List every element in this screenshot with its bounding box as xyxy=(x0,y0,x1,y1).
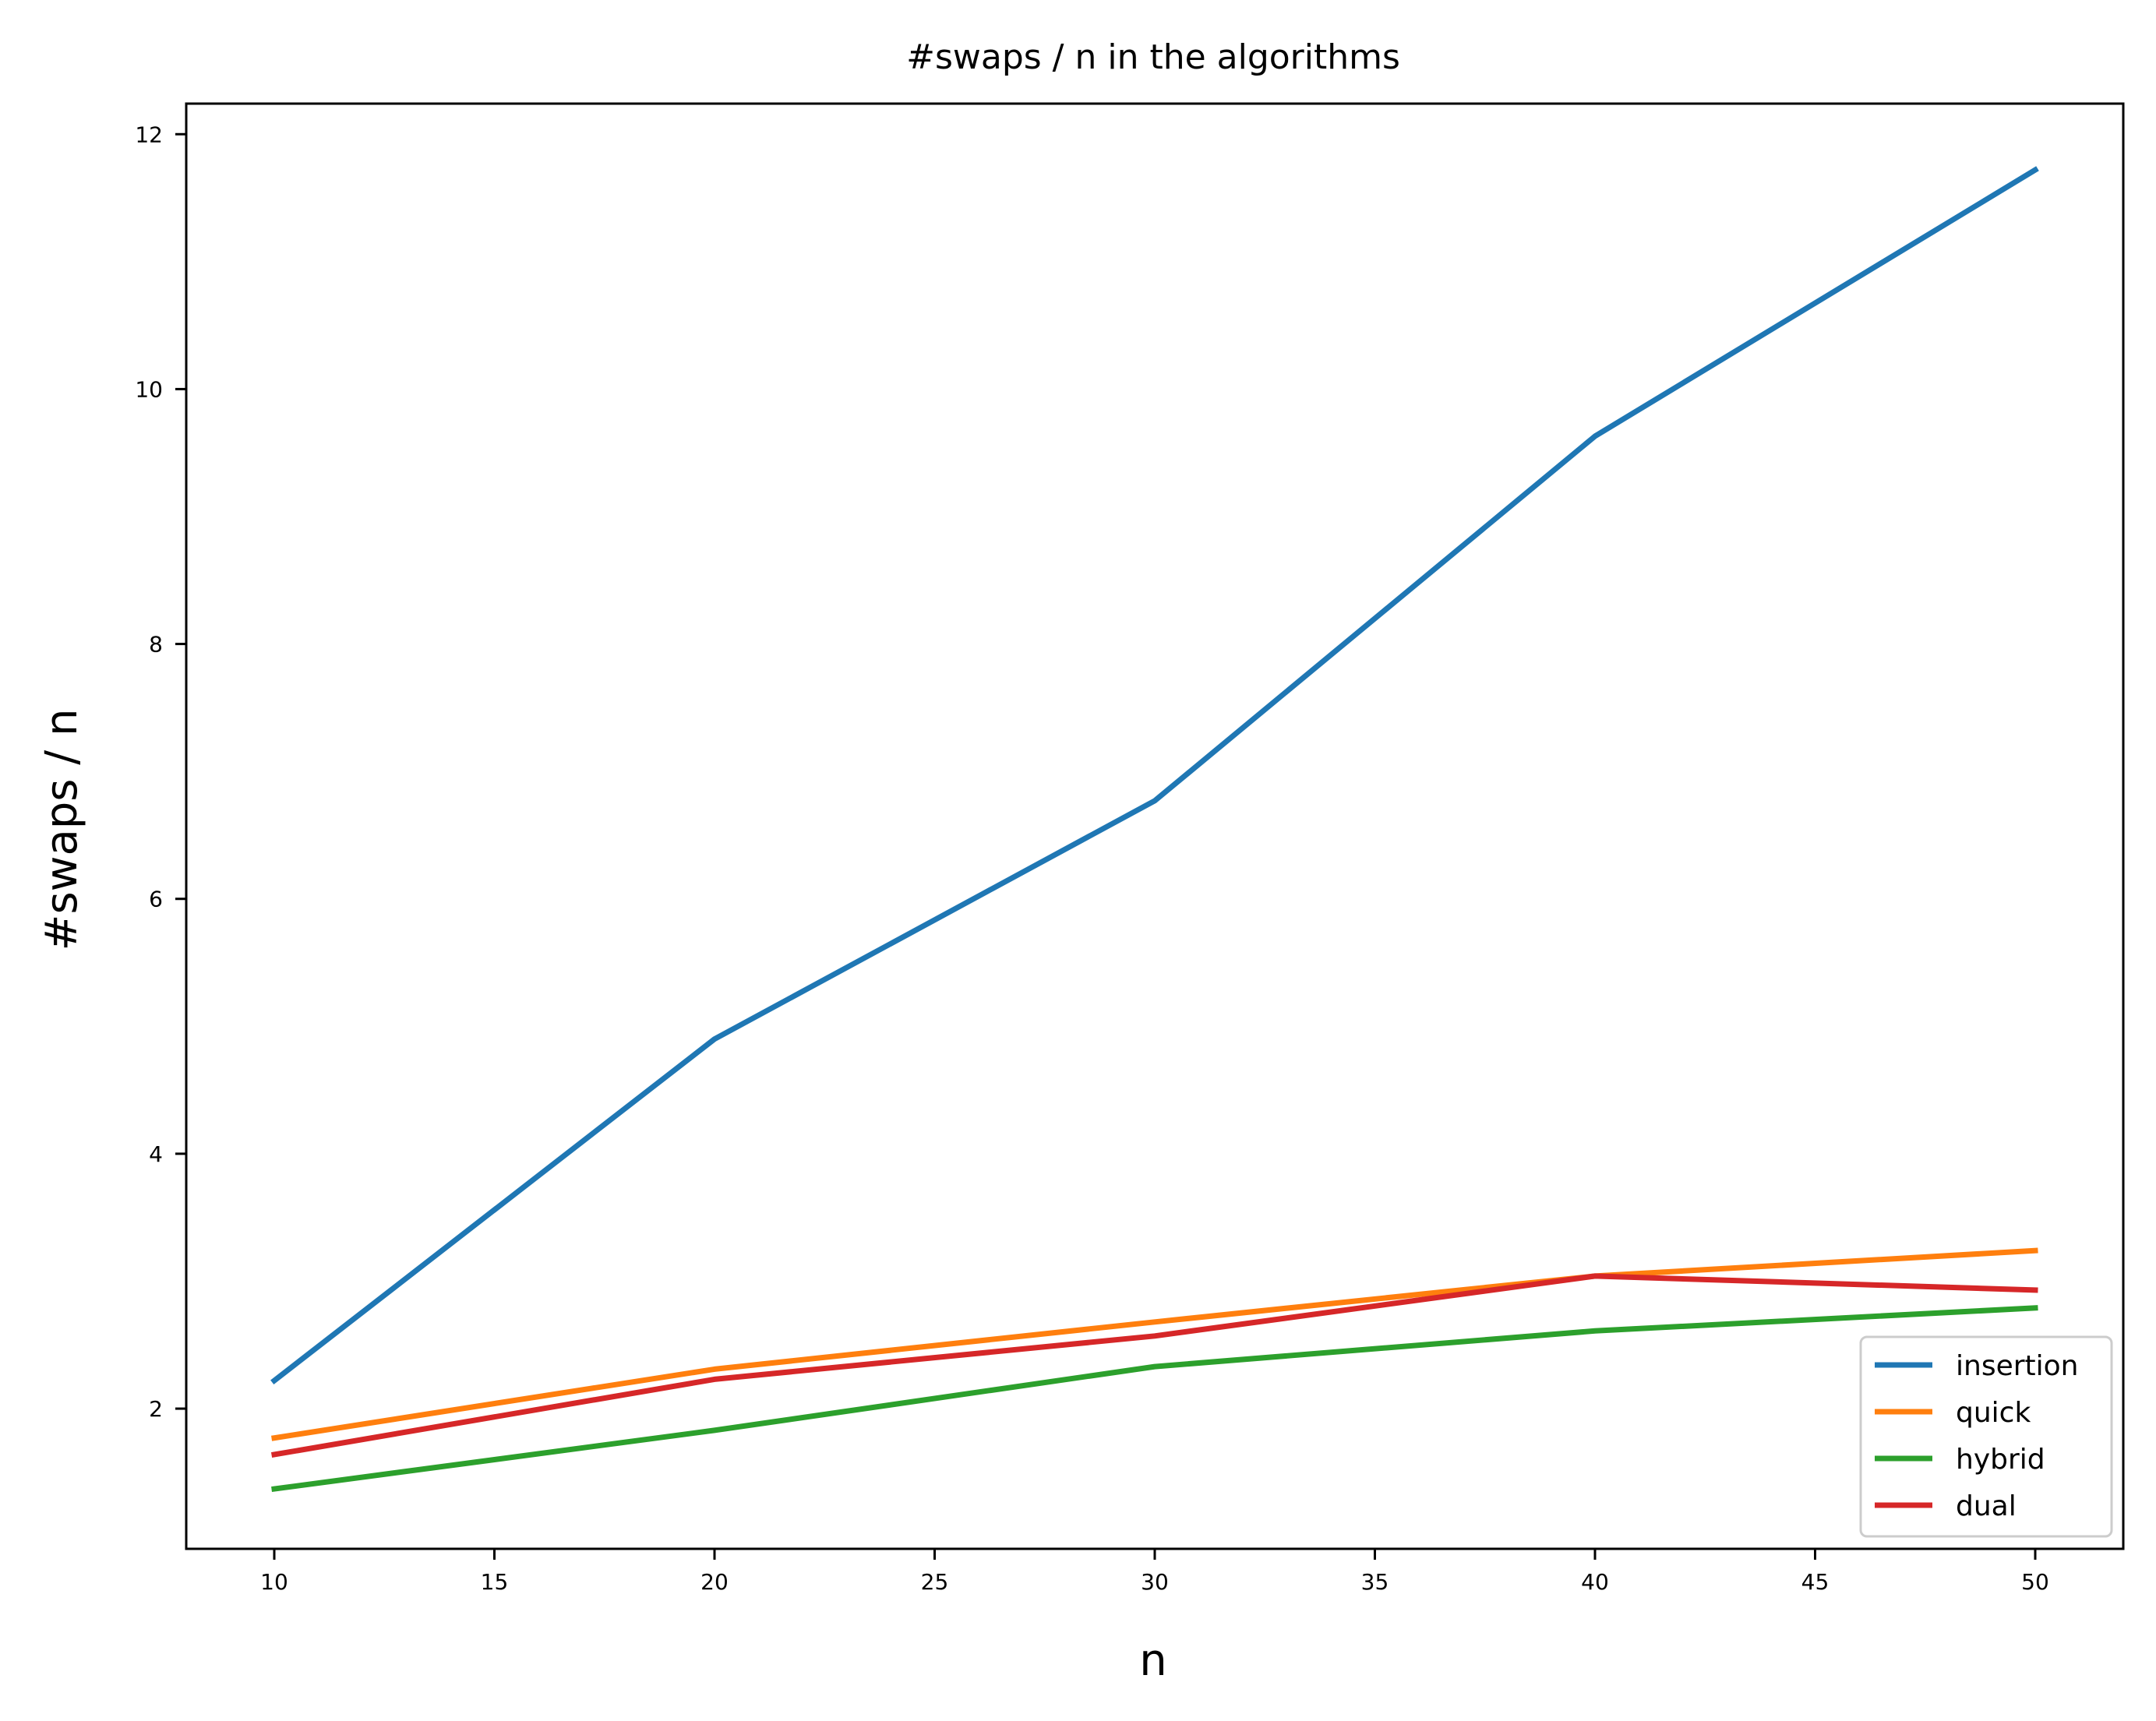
y-tick-label: 8 xyxy=(149,632,163,658)
series-line-hybrid xyxy=(271,1305,2038,1493)
legend-label-quick: quick xyxy=(1956,1397,2031,1429)
series-line-dual xyxy=(270,1273,2038,1458)
y-axis: 2 4 6 8 10 12 xyxy=(135,122,186,1422)
plot-area xyxy=(185,102,2125,1550)
x-axis-label: n xyxy=(1139,1635,1167,1686)
x-tick-label: 10 xyxy=(260,1569,288,1595)
x-tick-label: 40 xyxy=(1581,1569,1609,1595)
y-tick-label: 12 xyxy=(135,122,163,147)
series-line-quick xyxy=(271,1247,2038,1441)
y-tick-label: 4 xyxy=(149,1141,163,1167)
x-tick-label: 35 xyxy=(1361,1569,1389,1595)
legend-label-dual: dual xyxy=(1956,1490,2017,1522)
legend: insertion quick hybrid dual xyxy=(1859,1335,2113,1538)
plot-frame xyxy=(185,102,2125,1550)
x-tick-label: 20 xyxy=(700,1569,729,1595)
y-tick-label: 6 xyxy=(149,887,163,912)
series-lines xyxy=(270,166,2039,1493)
y-axis-label: #swaps / n xyxy=(37,709,87,951)
legend-label-hybrid: hybrid xyxy=(1956,1444,2045,1476)
x-axis: 10 15 20 25 30 35 40 45 50 xyxy=(260,1549,2049,1595)
x-tick-label: 15 xyxy=(481,1569,509,1595)
legend-label-insertion: insertion xyxy=(1956,1350,2078,1382)
legend-box xyxy=(1859,1335,2113,1538)
y-tick-label: 10 xyxy=(135,376,163,402)
x-tick-label: 50 xyxy=(2021,1569,2049,1595)
chart-title: #swaps / n in the algorithms xyxy=(906,37,1400,77)
x-tick-label: 25 xyxy=(921,1569,949,1595)
x-tick-label: 45 xyxy=(1801,1569,1830,1595)
series-line-insertion xyxy=(270,166,2039,1385)
y-tick-label: 2 xyxy=(149,1396,163,1422)
x-tick-label: 30 xyxy=(1141,1569,1169,1595)
